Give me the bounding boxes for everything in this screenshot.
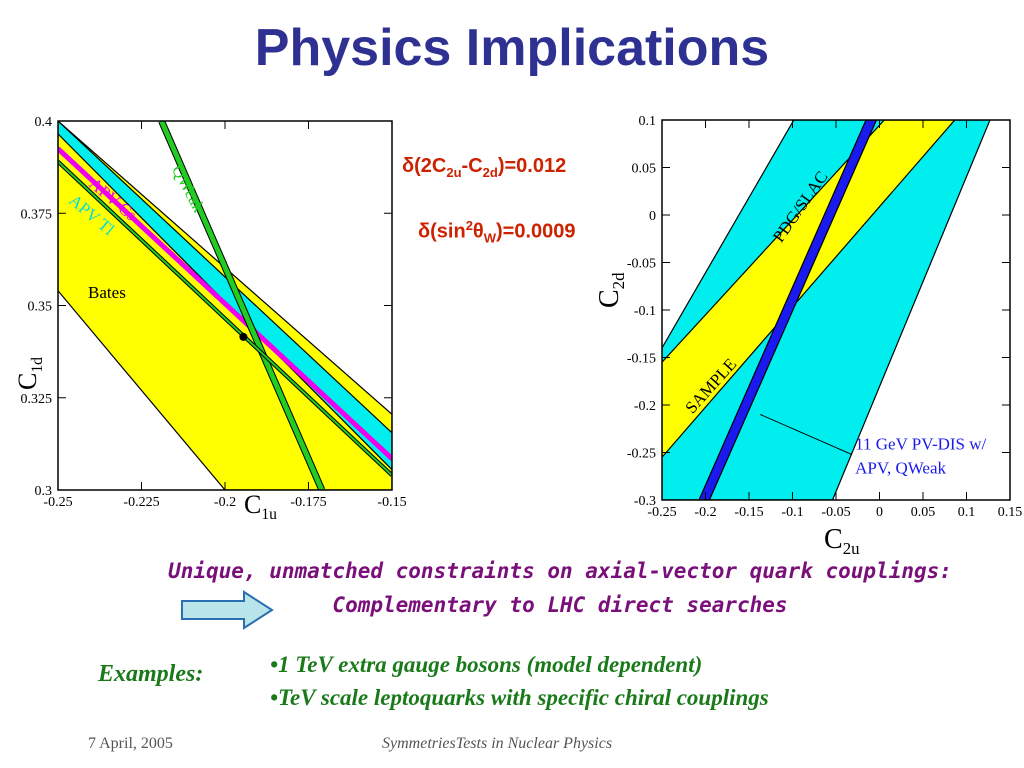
footer-title: SymmetriesTests in Nuclear Physics [382,735,613,752]
y-tick-label: 0.05 [632,162,657,177]
example-item: •TeV scale leptoquarks with specific chi… [270,685,769,710]
x-tick-label: -0.2 [694,505,716,520]
y-tick-label: 0.1 [639,114,657,129]
example-item: •1 TeV extra gauge bosons (model depende… [270,652,703,677]
x-tick-label: 0.05 [911,505,936,520]
y-tick-label: 0.4 [35,115,53,130]
x-tick-label: 0.1 [958,505,976,520]
slide-title: Physics Implications [254,19,770,77]
y-tick-label: 0.35 [28,300,53,315]
x-tick-label: 0.15 [998,505,1023,520]
plot-label: Bates [88,283,126,302]
y-tick-label: -0.3 [634,494,656,509]
band-sample [662,120,956,459]
y-tick-label: 0.375 [21,207,53,222]
x-tick-label: -0.15 [734,505,763,520]
x-tick-label: -0.25 [43,495,72,510]
right-arrow-icon [181,590,274,630]
y-axis-label: C2d [594,272,628,308]
footer-date: 7 April, 2005 [88,735,173,752]
y-tick-label: -0.15 [627,352,656,367]
x-tick-label: -0.175 [290,495,326,510]
y-tick-label: 0.3 [35,484,53,499]
x-tick-label: -0.225 [123,495,159,510]
band-11-gev-pv-dis-w-apv-qweak [698,120,878,500]
y-axis-label: C1d [13,357,46,390]
y-tick-label: -0.1 [634,304,656,319]
unique-constraints-text: Unique, unmatched constraints on axial-v… [120,554,1000,622]
y-tick-label: -0.25 [627,447,656,462]
unique-line-1: Unique, unmatched constraints on axial-v… [168,559,952,583]
examples-label: Examples: [98,661,204,687]
plot-label: QWeak [168,162,209,216]
band-apv-cs [58,146,392,461]
x-axis-label: C1u [244,490,277,520]
y-tick-label: 0.325 [21,392,53,407]
y-tick-label: -0.2 [634,399,656,414]
line-qweak [159,121,325,490]
intersection-point [239,332,248,341]
x-axis-label: C2u [824,524,860,558]
y-tick-label: 0 [649,209,656,224]
pointer-line [760,414,852,455]
x-tick-label: -0.15 [377,495,406,510]
plot-label: 11 GeV PV-DIS w/ [855,435,986,454]
plot-label: APV, QWeak [855,458,946,477]
line-apv-tl [58,160,392,476]
x-tick-label: 0 [876,505,883,520]
y-tick-label: -0.05 [627,257,656,272]
x-tick-label: -0.05 [821,505,850,520]
x-tick-label: -0.1 [781,505,803,520]
formula-sin2thetaw: δ(sin2θW)=0.0009 [418,218,576,246]
examples-list: •1 TeV extra gauge bosons (model depende… [270,648,769,714]
x-tick-label: -0.25 [647,505,676,520]
x-tick-label: -0.2 [214,495,236,510]
formula-2c2u-c2d: δ(2C2u-C2d)=0.012 [402,155,567,180]
unique-line-2: Complementary to LHC direct searches [332,593,788,617]
